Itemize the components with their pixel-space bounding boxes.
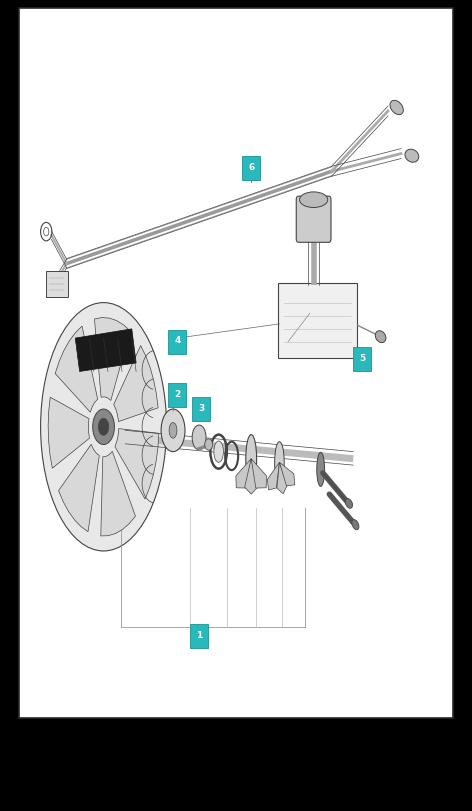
Polygon shape — [114, 345, 158, 422]
FancyBboxPatch shape — [353, 347, 371, 371]
FancyBboxPatch shape — [192, 397, 211, 421]
Ellipse shape — [317, 453, 325, 487]
Text: 6: 6 — [248, 162, 254, 172]
Ellipse shape — [352, 520, 359, 530]
Polygon shape — [55, 326, 98, 412]
Text: 5: 5 — [359, 354, 365, 363]
Ellipse shape — [300, 192, 328, 208]
FancyBboxPatch shape — [168, 329, 186, 354]
Circle shape — [98, 418, 109, 436]
Polygon shape — [277, 462, 287, 494]
Polygon shape — [76, 329, 136, 371]
Ellipse shape — [375, 331, 386, 342]
Polygon shape — [115, 428, 159, 499]
Ellipse shape — [192, 425, 206, 450]
FancyBboxPatch shape — [190, 624, 208, 648]
FancyBboxPatch shape — [242, 156, 261, 180]
Polygon shape — [279, 462, 295, 486]
Text: 1: 1 — [196, 631, 202, 640]
Polygon shape — [48, 397, 90, 468]
Ellipse shape — [161, 409, 185, 452]
Ellipse shape — [214, 441, 223, 462]
Circle shape — [93, 409, 114, 444]
Polygon shape — [101, 451, 135, 536]
Ellipse shape — [246, 435, 257, 483]
FancyBboxPatch shape — [296, 196, 331, 242]
Ellipse shape — [405, 149, 419, 162]
Polygon shape — [267, 462, 279, 490]
Ellipse shape — [169, 423, 177, 438]
Ellipse shape — [41, 303, 167, 551]
Text: 3: 3 — [198, 404, 204, 413]
Text: 4: 4 — [174, 337, 181, 345]
Polygon shape — [59, 444, 99, 532]
Polygon shape — [94, 318, 130, 401]
Polygon shape — [236, 459, 251, 488]
FancyBboxPatch shape — [46, 271, 67, 297]
Ellipse shape — [346, 499, 353, 508]
FancyBboxPatch shape — [168, 383, 186, 407]
FancyBboxPatch shape — [278, 283, 357, 358]
Ellipse shape — [275, 442, 284, 483]
Ellipse shape — [205, 439, 212, 450]
FancyBboxPatch shape — [19, 8, 453, 718]
Polygon shape — [244, 459, 258, 494]
Polygon shape — [251, 459, 267, 488]
Text: 2: 2 — [174, 389, 180, 399]
Ellipse shape — [390, 101, 404, 114]
